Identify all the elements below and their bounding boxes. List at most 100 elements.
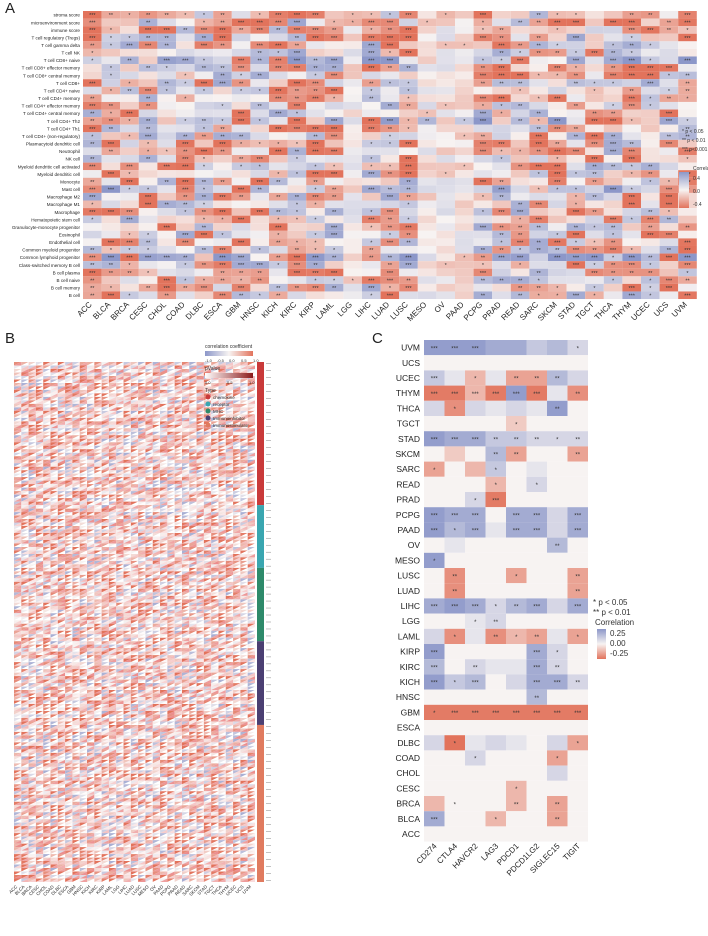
heatmap-cell <box>250 147 269 156</box>
significance-mark: ** <box>537 43 542 49</box>
heatmap-cell <box>399 64 418 72</box>
significance-mark: *** <box>368 187 375 193</box>
heatmap-cell <box>380 64 400 72</box>
heatmap-cell <box>603 48 623 57</box>
heatmap-cell <box>659 283 679 292</box>
heatmap-cell <box>343 101 362 110</box>
heatmap-cell <box>473 48 493 57</box>
heatmap-cell <box>455 33 474 42</box>
heatmap-cell <box>194 208 214 216</box>
heatmap-cell <box>83 41 102 49</box>
heatmap-cell <box>138 139 158 148</box>
heatmap-cell <box>603 147 623 156</box>
heatmap-cell <box>343 26 362 34</box>
tri-coef <box>21 403 29 408</box>
significance-mark: * <box>538 74 541 80</box>
tri-pvalue <box>101 393 109 397</box>
heatmap-cell <box>231 208 251 216</box>
heatmap-cell <box>343 41 362 49</box>
significance-mark: * <box>575 66 578 72</box>
significance-mark: *** <box>275 59 282 65</box>
heatmap-cell <box>510 56 530 65</box>
heatmap-cell <box>380 94 400 102</box>
tri-coef <box>167 386 175 390</box>
heatmap-cell <box>436 132 455 140</box>
heatmap-cell <box>455 124 474 133</box>
heatmap-cell <box>529 276 548 284</box>
heatmap-cell <box>324 245 344 254</box>
tri-coef <box>145 379 153 383</box>
heatmap-cell <box>585 291 604 300</box>
heatmap-cell <box>101 71 121 80</box>
significance-mark: * <box>259 13 262 19</box>
heatmap-cell <box>548 124 567 133</box>
tri-coef <box>138 382 146 387</box>
heatmap-cell <box>436 276 455 284</box>
tri-coef <box>160 375 168 380</box>
heatmap-cell <box>194 185 214 193</box>
significance-mark: *** <box>480 271 487 277</box>
tri-pvalue <box>21 362 29 366</box>
tri-pvalue <box>87 389 95 394</box>
heatmap-cell <box>473 177 493 186</box>
tri-pvalue <box>65 372 73 376</box>
significance-mark: *** <box>684 13 691 19</box>
heatmap-cell <box>138 238 158 246</box>
heatmap-cell <box>194 117 214 125</box>
heatmap-cell <box>324 170 344 178</box>
heatmap-cell <box>510 291 530 300</box>
heatmap-cell <box>492 56 511 65</box>
heatmap-cell <box>157 230 176 239</box>
heatmap-cell <box>306 117 325 125</box>
significance-mark: * <box>296 157 299 163</box>
row-label: B cell <box>69 293 80 298</box>
heatmap-cell <box>362 26 381 34</box>
significance-mark: ** <box>220 150 225 156</box>
significance-mark: * <box>463 256 466 262</box>
heatmap-cell <box>529 139 548 148</box>
significance-mark: *** <box>126 218 133 224</box>
significance-mark: ** <box>499 28 504 34</box>
tri-pvalue <box>21 396 29 401</box>
heatmap-cell <box>194 215 214 224</box>
tri-coef <box>130 379 139 383</box>
significance-mark: ** <box>481 81 486 87</box>
significance-mark: *** <box>554 172 561 178</box>
heatmap-cell <box>101 139 121 148</box>
heatmap-cell <box>120 238 139 246</box>
significance-mark: *** <box>201 233 208 239</box>
significance-mark: *** <box>628 263 635 269</box>
heatmap-cell <box>510 64 530 72</box>
heatmap-cell <box>659 215 679 224</box>
significance-mark: ** <box>388 218 393 224</box>
significance-mark: *** <box>238 240 245 246</box>
significance-mark: ** <box>109 150 114 156</box>
significance-mark: * <box>519 218 522 224</box>
heatmap-cell <box>585 132 604 140</box>
heatmap-cell <box>455 155 474 163</box>
significance-mark: ** <box>630 13 635 19</box>
tri-pvalue <box>87 372 95 376</box>
heatmap-cell <box>455 101 474 110</box>
heatmap-cell <box>380 245 400 254</box>
heatmap-cell <box>120 56 139 65</box>
heatmap-cell <box>641 291 660 300</box>
heatmap-cell <box>176 162 195 171</box>
significance-mark: *** <box>294 127 301 133</box>
significance-mark: * <box>649 263 652 269</box>
heatmap-cell <box>529 223 548 231</box>
significance-mark: *** <box>628 96 635 102</box>
heatmap-cell <box>83 101 102 110</box>
heatmap-cell <box>473 18 493 27</box>
heatmap-cell <box>287 291 307 300</box>
significance-mark: * <box>500 59 503 65</box>
heatmap-cell <box>603 162 623 171</box>
heatmap-cell <box>343 64 362 72</box>
heatmap-cell <box>436 283 455 292</box>
heatmap-cell <box>566 192 586 201</box>
heatmap-cell <box>678 132 697 140</box>
significance-mark: ** <box>202 66 207 72</box>
heatmap-cell <box>473 261 493 269</box>
significance-mark: ** <box>574 225 579 231</box>
heatmap-cell <box>120 268 139 277</box>
